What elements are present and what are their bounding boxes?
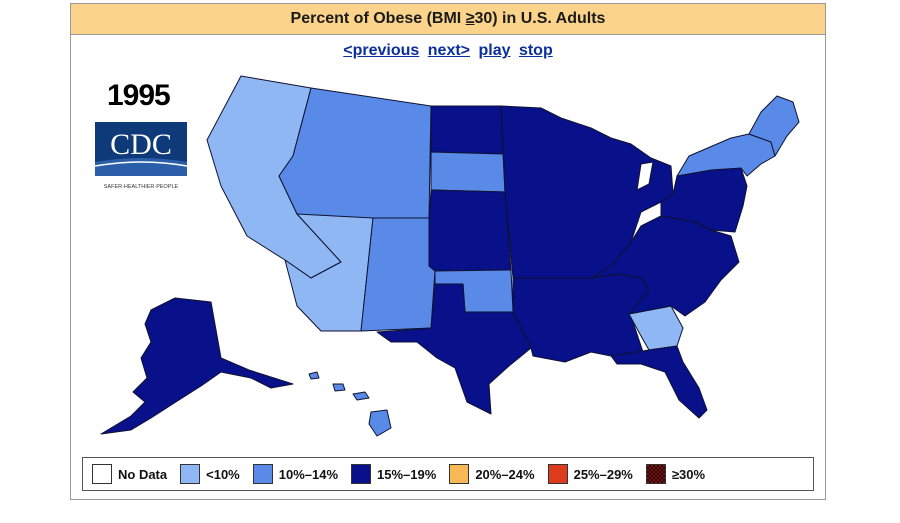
map-frame: Percent of Obese (BMI ≥30) in U.S. Adult… <box>70 3 826 500</box>
nav-controls: <previous next> play stop <box>71 42 825 60</box>
great-lakes <box>636 161 654 191</box>
legend-label: 20%–24% <box>475 466 535 482</box>
legend-item: 15%–19% <box>351 464 436 484</box>
region-plains <box>428 189 512 272</box>
legend-swatch <box>351 464 372 484</box>
legend-swatch <box>449 464 470 484</box>
legend-swatch <box>92 464 112 484</box>
legend-swatch <box>252 464 273 484</box>
region-texas <box>376 283 532 415</box>
legend-item: 10%–14% <box>252 464 339 484</box>
legend-item: ≥30% <box>645 464 706 484</box>
region-south <box>512 273 650 363</box>
us-map <box>100 75 800 437</box>
year-label: 1995 <box>107 79 171 112</box>
title-suffix: 30) in U.S. Adults <box>474 10 606 27</box>
region-hawaii <box>308 371 392 437</box>
legend-swatch <box>547 464 568 484</box>
region-florida <box>610 345 708 419</box>
title-bar: Percent of Obese (BMI ≥30) in U.S. Adult… <box>71 4 825 35</box>
title-prefix: Percent of Obese (BMI <box>290 10 466 27</box>
region-mountain-south <box>360 217 436 332</box>
region-north-dakota <box>430 105 504 155</box>
legend-swatch <box>180 464 201 484</box>
legend-label: No Data <box>118 466 168 482</box>
play-link[interactable]: play <box>478 42 511 59</box>
legend-item: 20%–24% <box>449 464 535 484</box>
legend-item: No Data <box>92 464 167 484</box>
legend-label: ≥30% <box>671 466 706 482</box>
next-link[interactable]: next> <box>427 42 471 59</box>
title-ge-symbol: ≥ <box>465 10 475 27</box>
region-mid-atlantic <box>660 167 748 233</box>
stop-link[interactable]: stop <box>518 42 553 59</box>
legend-label: 25%–29% <box>573 466 633 482</box>
legend: No Data <10% 10%–14% 15%–19% 20%–24% 25%–29% ≥… <box>82 457 814 491</box>
region-alaska <box>100 297 294 435</box>
previous-link[interactable]: <previous <box>343 42 420 59</box>
cdc-logo: CDC SAFER·HEALTHIER·PEOPLE <box>95 122 187 190</box>
legend-label: <10% <box>206 466 240 482</box>
region-new-england <box>748 95 800 157</box>
legend-label: 15%–19% <box>377 466 437 482</box>
cdc-logo-tagline: SAFER·HEALTHIER·PEOPLE <box>104 184 179 190</box>
legend-label: 10%–14% <box>278 466 339 482</box>
legend-item: 25%–29% <box>547 464 633 484</box>
legend-swatch <box>645 464 666 484</box>
region-south-dakota <box>430 151 506 193</box>
cdc-logo-text: CDC <box>110 128 172 161</box>
legend-item: <10% <box>180 464 240 484</box>
region-southeast <box>590 215 740 317</box>
